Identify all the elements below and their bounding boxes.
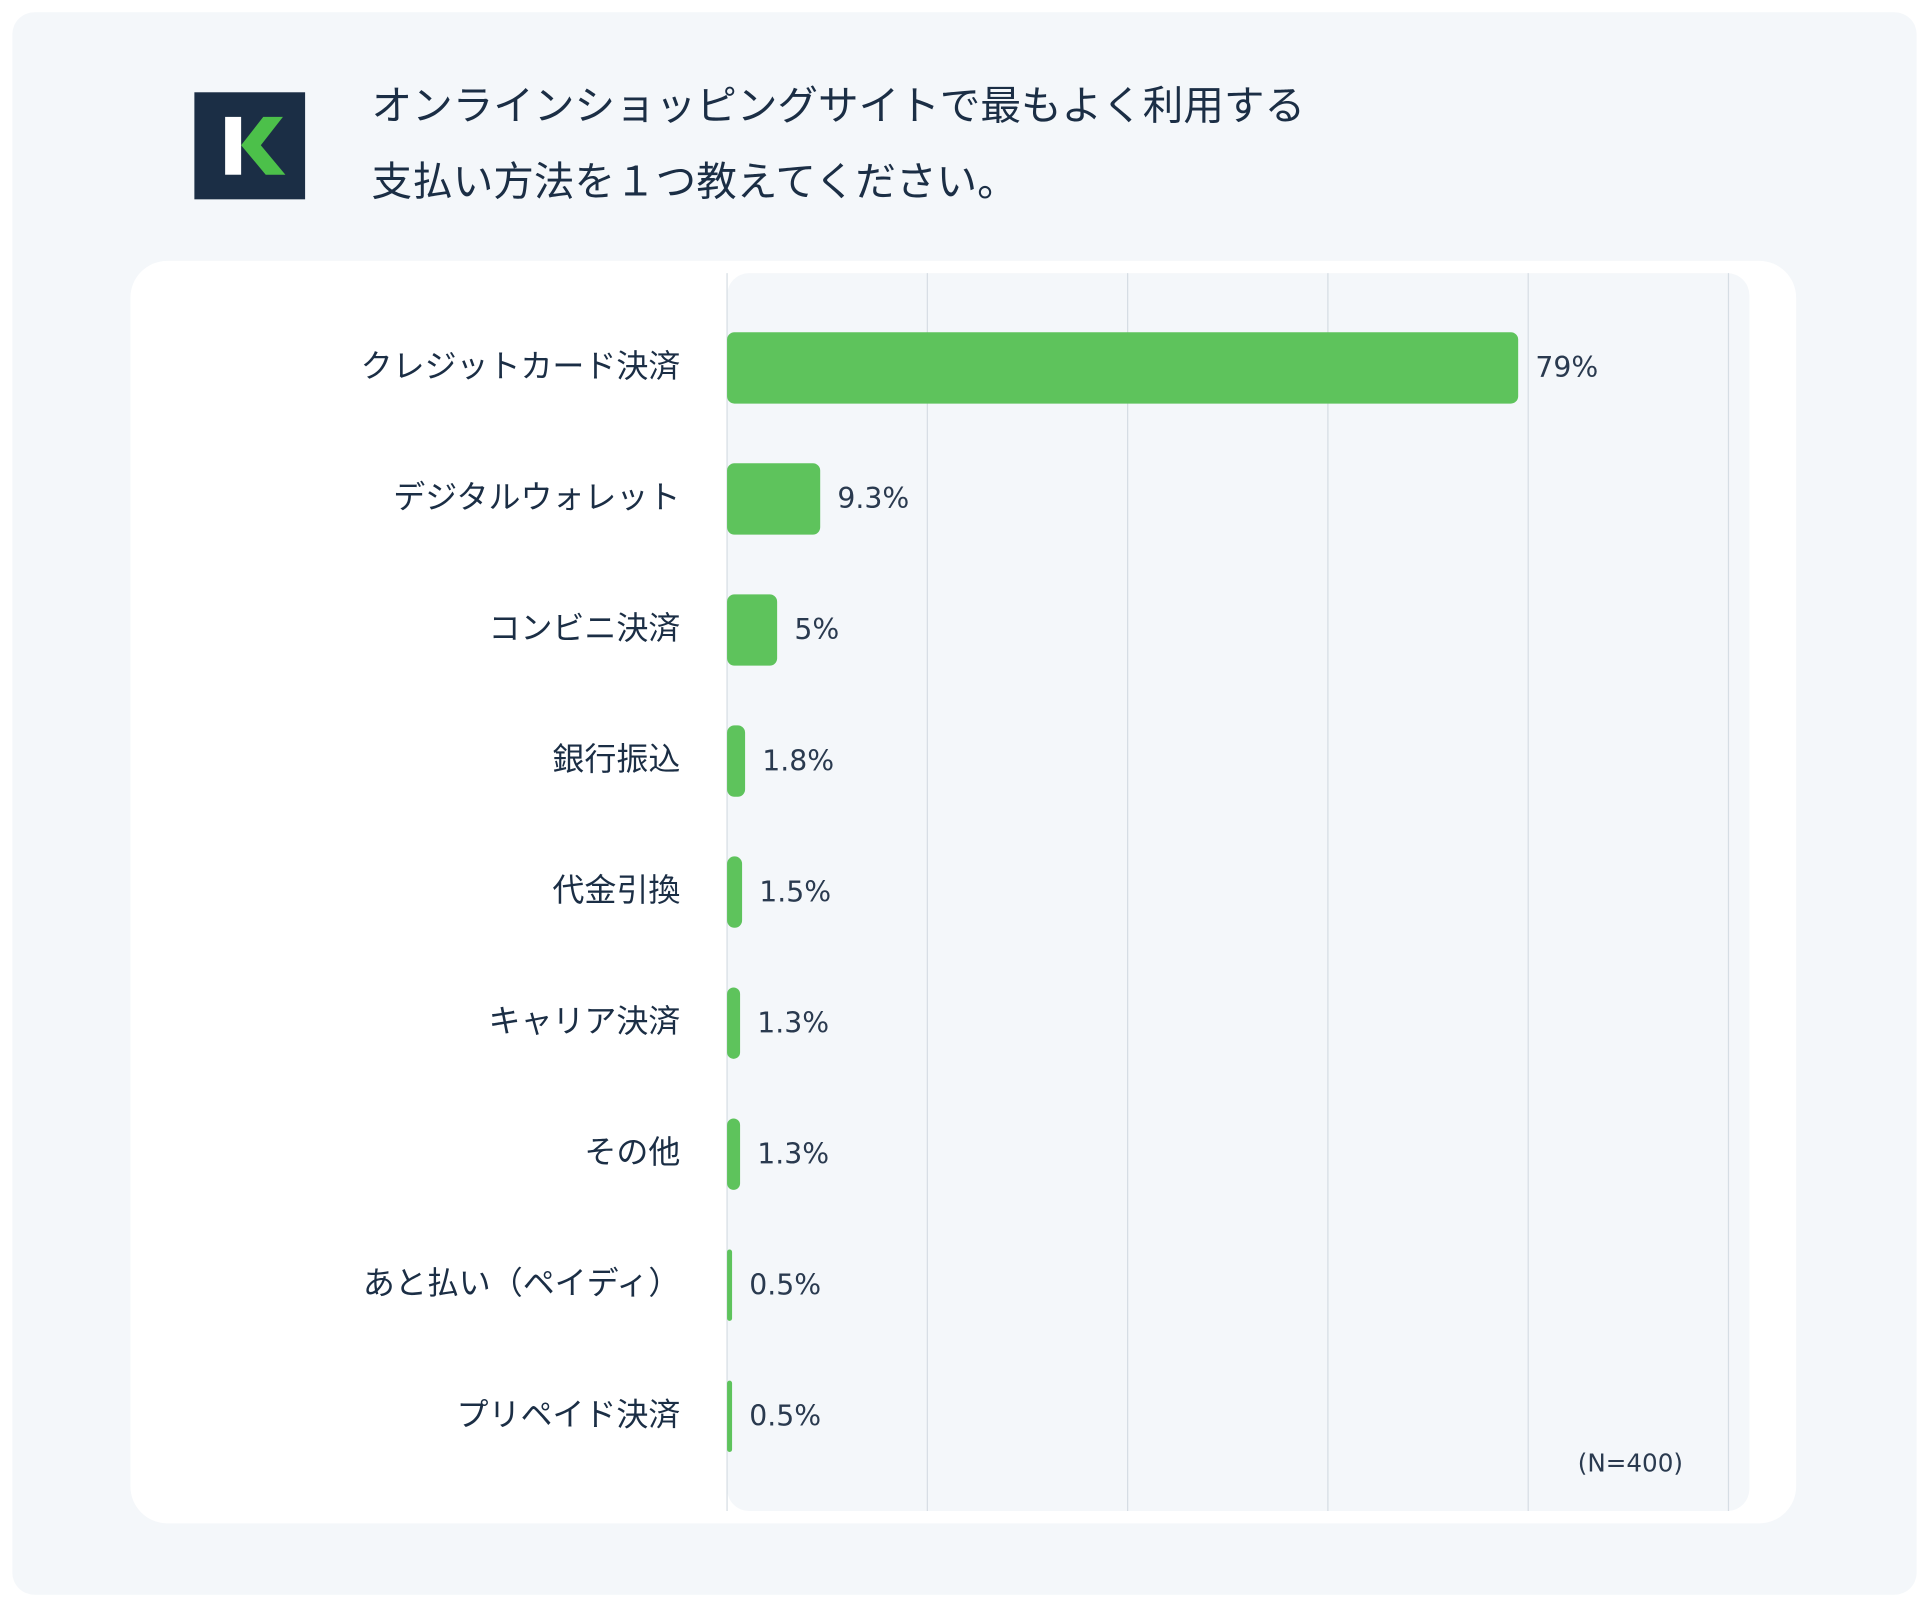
category-label: クレジットカード決済 xyxy=(361,347,681,385)
chart-title: 支払い方法を１つ教えてください。 xyxy=(372,158,1018,206)
bar xyxy=(727,1249,733,1321)
logo-chevron xyxy=(241,116,286,175)
bar xyxy=(727,725,746,797)
category-label: コンビニ決済 xyxy=(489,609,681,647)
value-label: 1.3% xyxy=(757,1137,829,1170)
bar xyxy=(727,856,743,928)
bar xyxy=(727,332,1519,404)
bar xyxy=(727,463,821,535)
bar xyxy=(727,1118,741,1190)
value-label: 1.5% xyxy=(759,875,831,908)
logo-stem xyxy=(225,116,242,175)
value-label: 9.3% xyxy=(837,482,909,515)
bar xyxy=(727,1380,733,1452)
value-label: 5% xyxy=(794,613,839,646)
value-label: 0.5% xyxy=(749,1268,821,1301)
category-label: プリペイド決済 xyxy=(457,1395,681,1433)
value-label: 79% xyxy=(1535,351,1598,384)
chart-title: オンラインショッピングサイトで最もよく利用する xyxy=(372,81,1306,129)
category-label: その他 xyxy=(584,1133,680,1171)
value-label: 1.3% xyxy=(757,1006,829,1039)
category-label: 銀行振込 xyxy=(552,740,680,778)
bar xyxy=(727,594,778,666)
logo xyxy=(194,92,306,200)
bar xyxy=(727,987,741,1059)
plot-area xyxy=(727,273,1750,1512)
sample-note: (N=400) xyxy=(1578,1448,1683,1477)
value-label: 0.5% xyxy=(749,1400,821,1433)
category-label: あと払い（ペイディ） xyxy=(363,1264,680,1302)
category-label: 代金引換 xyxy=(552,871,680,909)
category-label: キャリア決済 xyxy=(489,1002,681,1040)
category-label: デジタルウォレット xyxy=(393,478,680,516)
value-label: 1.8% xyxy=(762,744,834,777)
